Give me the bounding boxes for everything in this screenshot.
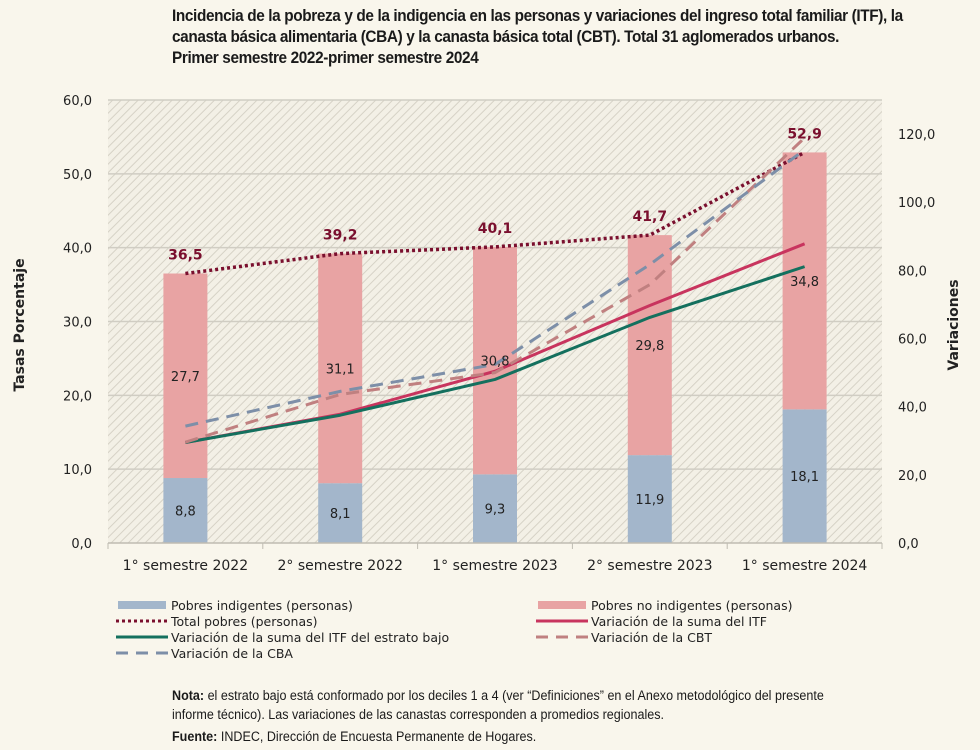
legend-swatch bbox=[116, 651, 168, 655]
line-variacion-de-la-suma-del-itf-del-estrato-bajo bbox=[185, 265, 806, 444]
data-label-no-indigentes: 29,8 bbox=[635, 339, 664, 354]
bar-indigentes bbox=[782, 409, 827, 543]
nota-label: Nota: bbox=[172, 688, 205, 703]
y-tick-label: 10,0 bbox=[63, 463, 92, 478]
legend-item: Pobres no indigentes (personas) bbox=[536, 597, 792, 613]
data-label-indigentes: 9,3 bbox=[485, 503, 506, 518]
legend-swatch-shape bbox=[538, 601, 586, 609]
nota-line2: informe técnico). Las variaciones de las… bbox=[172, 707, 665, 722]
y-tick-label: 20,0 bbox=[63, 389, 92, 404]
y-tick-label: 0,0 bbox=[71, 537, 92, 552]
data-label-total-pobres: 36,5 bbox=[168, 248, 203, 264]
y-tick-label: 30,0 bbox=[63, 316, 92, 331]
y2-axis-label: Variaciones bbox=[946, 279, 962, 370]
y-axis-label-line1: Tasas Porcentaje bbox=[12, 258, 28, 391]
legend-label: Variación de la CBA bbox=[171, 645, 293, 661]
data-label-no-indigentes: 34,8 bbox=[790, 275, 819, 290]
legend-item: Variación de la suma del ITF del estrato… bbox=[116, 629, 449, 645]
y2-tick-label: 60,0 bbox=[898, 333, 927, 348]
legend-swatch bbox=[118, 601, 166, 609]
legend-item: Pobres indigentes (personas) bbox=[116, 597, 353, 613]
y2-tick-label: 40,0 bbox=[898, 401, 927, 416]
fuente-label: Fuente: bbox=[172, 729, 218, 744]
y2-tick-label: 20,0 bbox=[898, 469, 927, 484]
chart-title: Incidencia de la pobreza y de la indigen… bbox=[172, 6, 916, 69]
title-line: canasta básica alimentaria (CBA) y la ca… bbox=[172, 28, 840, 46]
data-label-no-indigentes: 31,1 bbox=[326, 362, 355, 377]
bar-no-indigentes bbox=[473, 246, 517, 475]
nota-line1: Nota: el estrato bajo está conformado po… bbox=[172, 686, 916, 705]
line-variacion-de-la-cbt bbox=[184, 136, 806, 444]
data-labels: 8,8 27,7 8,1 31,1 9,3 30,8 11,9 29,8 18,1 34,8 36,… bbox=[168, 126, 822, 522]
y-tick-label: 60,0 bbox=[63, 94, 92, 109]
nota-text: el estrato bajo está conformado por los … bbox=[204, 688, 824, 703]
legend-item: Variación de la CBA bbox=[116, 645, 293, 661]
bar-indigentes bbox=[163, 478, 208, 543]
bar-indigentes bbox=[318, 483, 363, 543]
legend-swatch bbox=[538, 601, 586, 609]
y2-tick-label: 80,0 bbox=[898, 264, 927, 279]
y-tick-label: 50,0 bbox=[63, 168, 92, 183]
x-tick-label: 2° semestre 2023 bbox=[587, 558, 712, 574]
legend-swatch bbox=[536, 619, 588, 623]
bar-indigentes bbox=[627, 455, 672, 543]
title-line: Primer semestre 2022-primer semestre 202… bbox=[172, 49, 479, 67]
x-tick-label: 2° semestre 2022 bbox=[277, 558, 402, 574]
data-label-total-pobres: 39,2 bbox=[323, 228, 358, 244]
legend-label: Pobres no indigentes (personas) bbox=[591, 597, 793, 613]
bar-indigentes bbox=[473, 474, 517, 543]
data-label-indigentes: 18,1 bbox=[790, 470, 819, 485]
legend-label: Variación de la suma del ITF bbox=[591, 613, 767, 629]
notes: Nota: el estrato bajo está conformado po… bbox=[172, 686, 916, 746]
data-label-total-pobres: 40,1 bbox=[478, 221, 513, 237]
legend-item: Variación de la CBT bbox=[536, 629, 712, 645]
legend-swatch-shape bbox=[118, 601, 166, 609]
line-total-pobres-personas bbox=[185, 150, 806, 276]
legend-label: Variación de la suma del ITF del estrato… bbox=[171, 629, 450, 645]
data-label-no-indigentes: 30,8 bbox=[481, 355, 510, 370]
legend-label: Pobres indigentes (personas) bbox=[171, 597, 353, 613]
legend-item: Total pobres (personas) bbox=[116, 613, 318, 629]
legend-item: Variación de la suma del ITF bbox=[536, 613, 767, 629]
line-variacion-de-la-cba bbox=[185, 148, 806, 428]
data-label-indigentes: 8,8 bbox=[175, 505, 196, 520]
legend-swatch bbox=[116, 619, 168, 623]
bar-no-indigentes bbox=[318, 253, 363, 484]
chart-area: 8,8 27,7 8,1 31,1 9,3 30,8 11,9 29,8 18,1 34,8 36,… bbox=[12, 94, 962, 574]
y2-tick-label: 120,0 bbox=[898, 128, 935, 143]
legend-swatch bbox=[536, 635, 588, 639]
bars bbox=[163, 152, 827, 543]
x-tick-label: 1° semestre 2022 bbox=[123, 558, 248, 574]
legend-label: Variación de la CBT bbox=[591, 629, 713, 645]
legend-swatch bbox=[116, 635, 168, 639]
bar-no-indigentes bbox=[163, 273, 208, 479]
x-tick-label: 1° semestre 2023 bbox=[432, 558, 557, 574]
fuente-line: Fuente: INDEC, Dirección de Encuesta Per… bbox=[172, 727, 916, 746]
y2-tick-label: 100,0 bbox=[898, 196, 935, 211]
x-tick-label: 1° semestre 2024 bbox=[742, 558, 868, 574]
data-label-total-pobres: 41,7 bbox=[633, 209, 668, 225]
y-tick-label: 40,0 bbox=[63, 242, 92, 257]
data-label-total-pobres: 52,9 bbox=[787, 126, 822, 142]
legend-label: Total pobres (personas) bbox=[171, 613, 318, 629]
fuente-text: INDEC, Dirección de Encuesta Permanente … bbox=[217, 729, 537, 744]
bar-no-indigentes bbox=[782, 152, 827, 410]
axes: 0,0 10,0 20,0 30,0 40,0 50,0 60,0 0,0 20,0 40,0 60… bbox=[63, 94, 935, 574]
data-label-indigentes: 8,1 bbox=[330, 507, 351, 522]
y2-tick-label: 0,0 bbox=[898, 537, 919, 552]
lines bbox=[184, 136, 806, 444]
title-line: Incidencia de la pobreza y de la indigen… bbox=[172, 7, 903, 25]
data-label-indigentes: 11,9 bbox=[635, 493, 664, 508]
data-label-no-indigentes: 27,7 bbox=[171, 370, 200, 385]
